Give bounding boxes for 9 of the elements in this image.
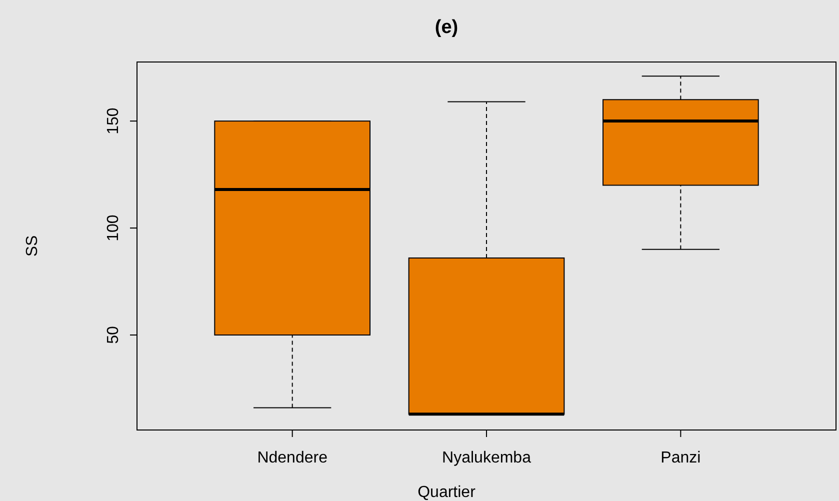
y-tick-label: 100: [105, 214, 122, 242]
y-axis-title: SS: [24, 235, 41, 257]
y-tick-label: 150: [105, 108, 122, 134]
x-tick-label: Ndendere: [257, 449, 328, 466]
x-axis-title: Quartier: [418, 484, 476, 501]
y-tick-label: 50: [105, 326, 122, 344]
x-tick-label: Panzi: [660, 449, 701, 466]
chart-title: (e): [434, 17, 458, 38]
x-tick-label: Nyalukemba: [442, 449, 532, 466]
